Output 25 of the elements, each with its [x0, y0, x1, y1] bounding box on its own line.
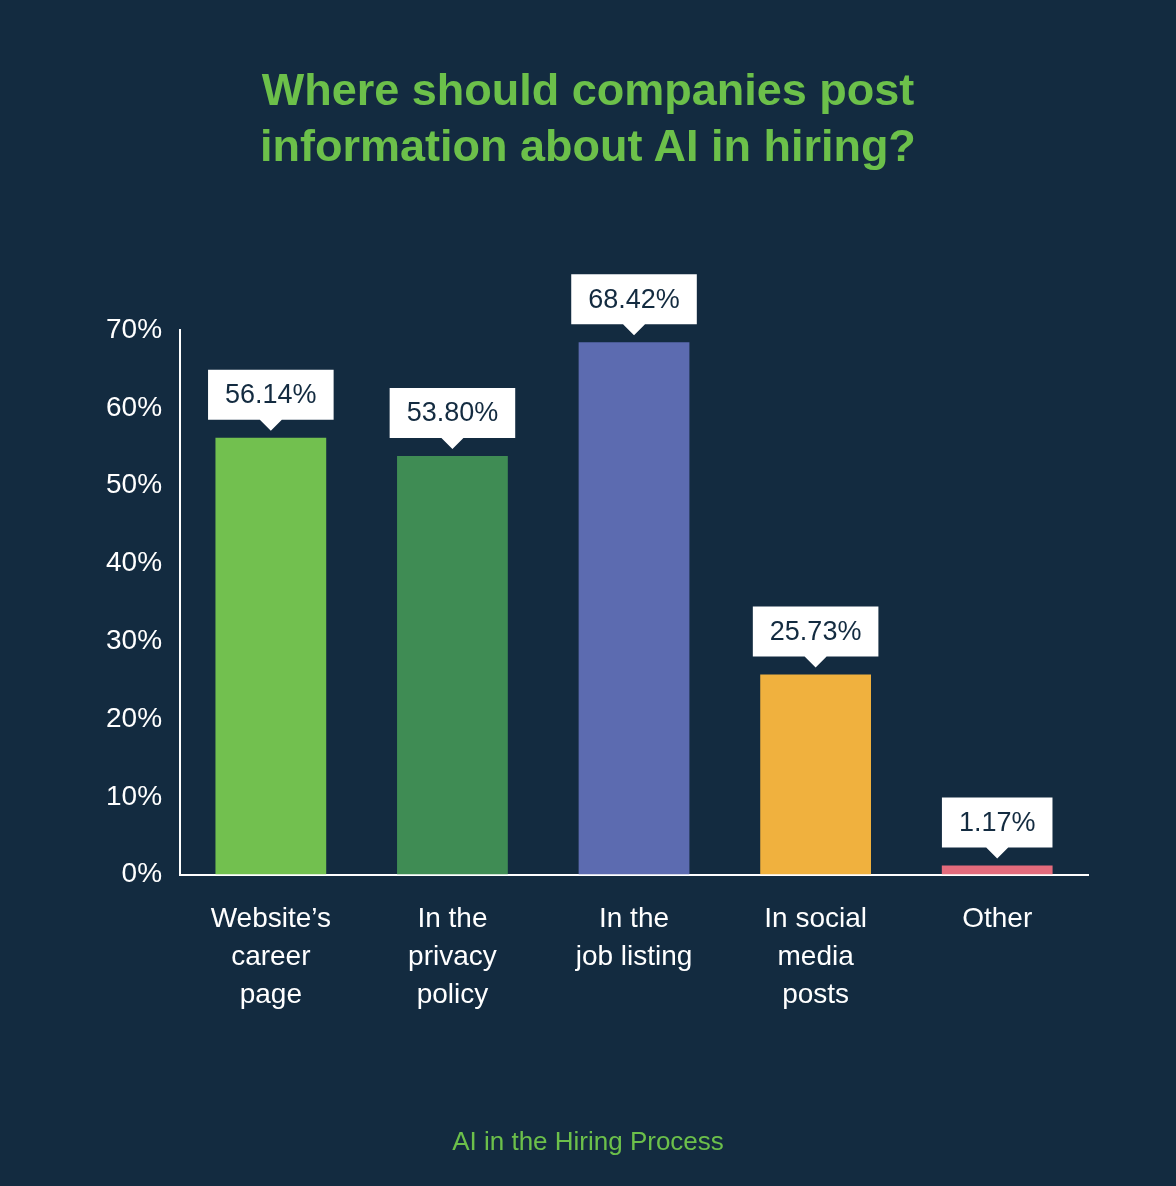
data-label: 68.42%: [588, 283, 680, 314]
bar: [215, 437, 327, 875]
data-label: 1.17%: [958, 806, 1036, 837]
text: AI in the Hiring Process: [451, 1126, 725, 1157]
y-tick-label: 50%: [105, 468, 163, 500]
data-label: 25.73%: [769, 615, 862, 646]
data-label: 56.14%: [225, 379, 317, 410]
y-tick-label: 60%: [105, 390, 163, 422]
y-tick-label: 10%: [105, 779, 163, 811]
y-tick-label: 40%: [105, 546, 163, 578]
chart-title: Where should companies post information about AI in hiring?: [259, 63, 917, 173]
y-tick-label: 20%: [105, 701, 163, 733]
bar: [941, 865, 1053, 875]
y-tick-label: 0%: [121, 857, 163, 889]
y-tick-label: 70%: [105, 312, 163, 344]
x-tick-label: Other: [962, 902, 1033, 934]
x-tick-label: In social media posts: [764, 902, 867, 1009]
bar: [397, 456, 508, 875]
x-tick-label: In the job listing: [574, 902, 693, 972]
bar: [760, 674, 871, 875]
x-tick-label: In the privacy policy: [408, 902, 497, 1009]
y-tick-label: 30%: [105, 623, 163, 655]
bar: [578, 342, 690, 875]
x-tick-label: Website’s career page: [210, 902, 332, 1009]
data-label: 53.80%: [406, 397, 499, 428]
